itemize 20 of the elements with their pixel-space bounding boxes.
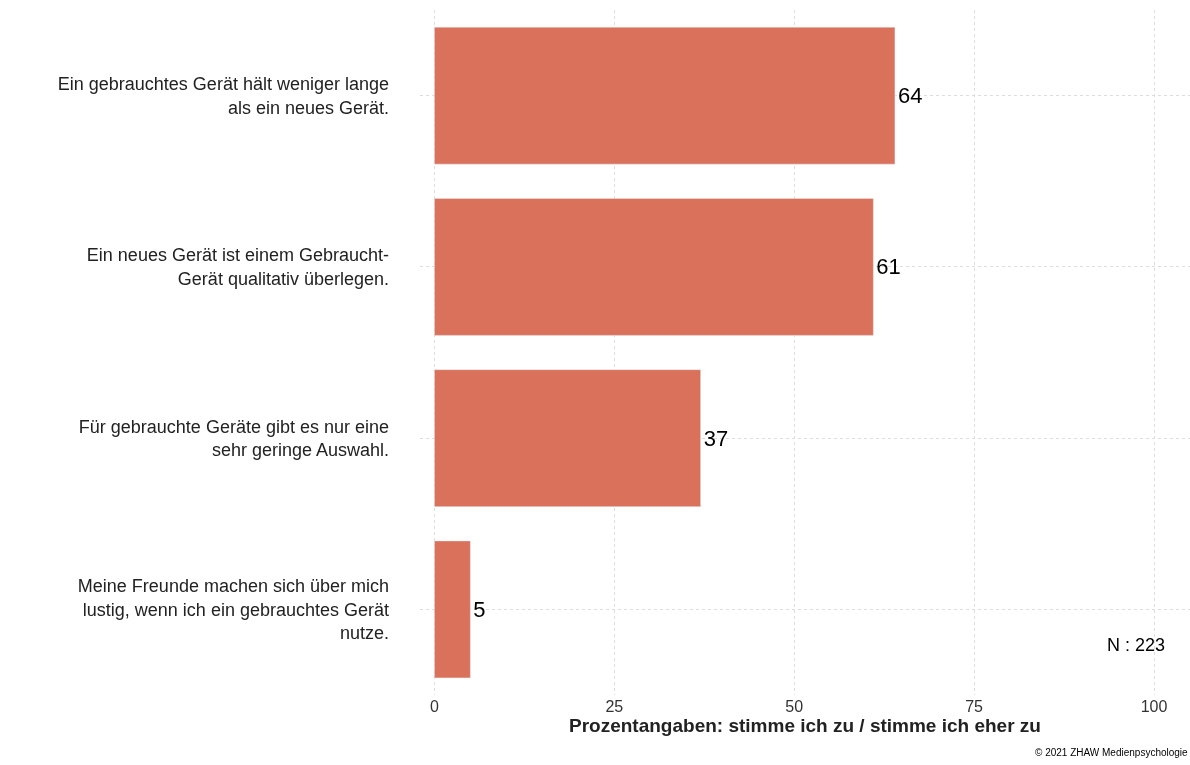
y-tick-label: Ein neues Gerät ist einem Gebraucht- Gerät qualitativ überlegen. xyxy=(86,245,389,289)
data-label: 37 xyxy=(703,425,729,451)
annotation: N : 223 xyxy=(1107,635,1166,655)
bar xyxy=(434,540,471,679)
text: © 2021 ZHAW Medienpsychologie xyxy=(1035,747,1189,758)
y-tick-label: Für gebrauchte Geräte gibt es nur eine sehr geringe Auswahl. xyxy=(78,416,389,461)
bar xyxy=(434,369,701,507)
x-tick-label: 75 xyxy=(965,698,984,715)
data-label: 5 xyxy=(473,596,486,622)
data-label: 64 xyxy=(897,83,923,109)
x-axis-title: Prozentangaben: stimme ich zu / stimme ich eher zu xyxy=(569,715,1041,736)
x-tick-label: 25 xyxy=(605,698,624,715)
bar xyxy=(434,26,896,165)
x-tick-label: 100 xyxy=(1140,698,1168,715)
x-tick-label: 50 xyxy=(785,698,804,715)
x-tick-label: 0 xyxy=(429,698,439,715)
y-tick-label: Ein gebrauchtes Gerät hält weniger lange als ein neues Gerät. xyxy=(57,74,389,118)
data-label: 61 xyxy=(876,254,901,280)
bar xyxy=(434,198,874,336)
y-tick-label: Meine Freunde machen sich über mich lustig, wenn ich ein gebrauchtes Gerät nutze. xyxy=(77,576,389,644)
